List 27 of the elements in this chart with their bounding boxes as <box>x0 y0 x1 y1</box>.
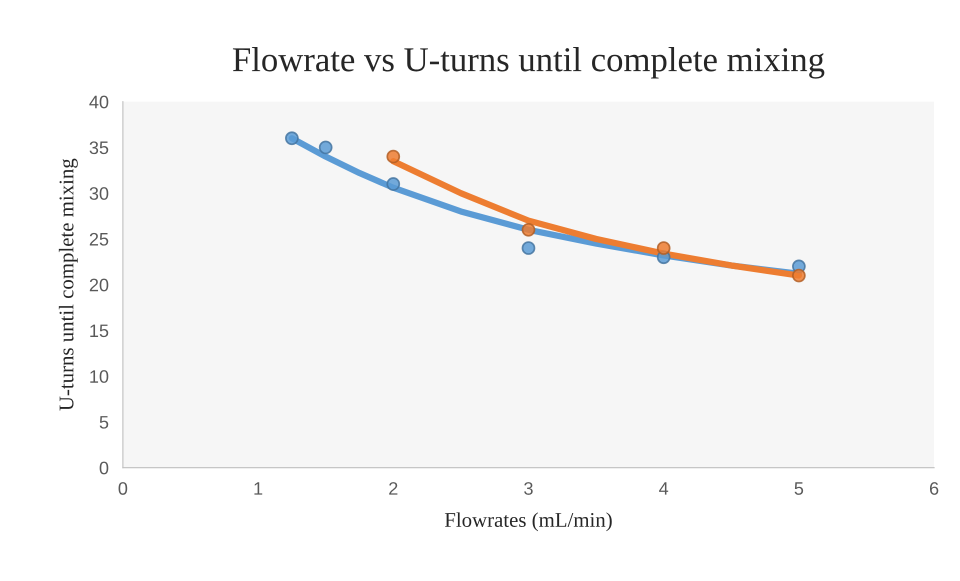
point <box>386 177 400 191</box>
y-tick-label: 35 <box>90 141 108 154</box>
x-tick-label: 5 <box>794 482 804 495</box>
x-tick-label: 3 <box>524 482 533 495</box>
x-axis-title: Flowrates (mL/min) <box>444 512 612 532</box>
y-axis-title: U-turns until complete mixing <box>58 158 78 411</box>
point <box>318 140 333 154</box>
point <box>522 222 536 237</box>
point <box>656 241 671 255</box>
y-tick-label: 20 <box>90 278 108 292</box>
y-tick-label: 25 <box>90 232 108 246</box>
x-tick-label: 1 <box>254 482 262 495</box>
x-tick-label: 4 <box>659 482 668 495</box>
y-tick-label: 0 <box>100 462 108 474</box>
y-tick-label: 15 <box>90 324 108 338</box>
point <box>386 150 400 164</box>
y-tick-label: 30 <box>90 187 108 200</box>
chart-title: Flowrate vs U-turns until complete mixing <box>232 47 824 79</box>
y-tick-label: 40 <box>89 96 108 108</box>
point <box>792 268 806 282</box>
x-tick-label: 0 <box>118 482 128 495</box>
y-tick-label: 10 <box>90 370 108 383</box>
x-tick-label: 2 <box>389 482 398 495</box>
y-tick-label: 5 <box>100 416 108 429</box>
point <box>522 241 536 255</box>
point <box>285 131 299 146</box>
x-tick-label: 6 <box>930 482 938 495</box>
